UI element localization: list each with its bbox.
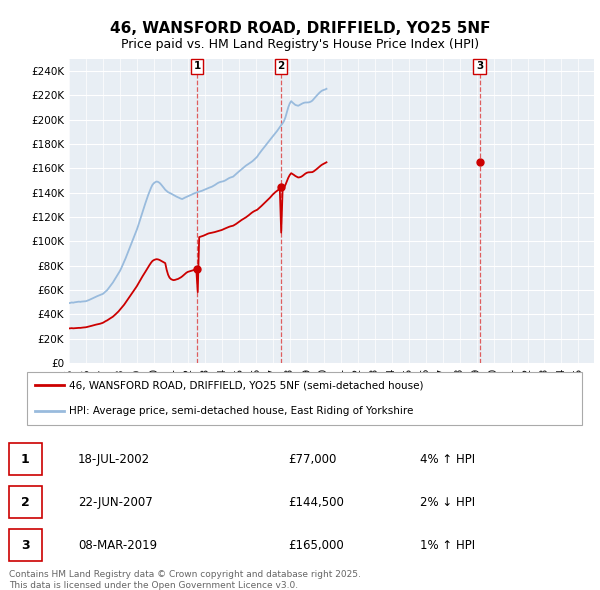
Text: 4% ↑ HPI: 4% ↑ HPI xyxy=(420,453,475,466)
FancyBboxPatch shape xyxy=(9,444,42,476)
Text: 46, WANSFORD ROAD, DRIFFIELD, YO25 5NF (semi-detached house): 46, WANSFORD ROAD, DRIFFIELD, YO25 5NF (… xyxy=(69,381,424,390)
Text: Price paid vs. HM Land Registry's House Price Index (HPI): Price paid vs. HM Land Registry's House … xyxy=(121,38,479,51)
Text: £144,500: £144,500 xyxy=(288,496,344,509)
Text: 2: 2 xyxy=(21,496,29,509)
Text: 08-MAR-2019: 08-MAR-2019 xyxy=(78,539,157,552)
Text: 3: 3 xyxy=(21,539,29,552)
Text: Contains HM Land Registry data © Crown copyright and database right 2025.: Contains HM Land Registry data © Crown c… xyxy=(9,569,361,579)
Text: HPI: Average price, semi-detached house, East Riding of Yorkshire: HPI: Average price, semi-detached house,… xyxy=(69,407,413,416)
FancyBboxPatch shape xyxy=(9,529,42,561)
Text: £77,000: £77,000 xyxy=(288,453,337,466)
Text: 18-JUL-2002: 18-JUL-2002 xyxy=(78,453,150,466)
Text: 1% ↑ HPI: 1% ↑ HPI xyxy=(420,539,475,552)
FancyBboxPatch shape xyxy=(9,486,42,518)
Text: 1: 1 xyxy=(193,61,201,71)
Text: 46, WANSFORD ROAD, DRIFFIELD, YO25 5NF: 46, WANSFORD ROAD, DRIFFIELD, YO25 5NF xyxy=(110,21,490,35)
Text: £165,000: £165,000 xyxy=(288,539,344,552)
Text: 2: 2 xyxy=(277,61,284,71)
Text: 1: 1 xyxy=(21,453,29,466)
Text: This data is licensed under the Open Government Licence v3.0.: This data is licensed under the Open Gov… xyxy=(9,581,298,590)
Text: 3: 3 xyxy=(476,61,483,71)
Text: 2% ↓ HPI: 2% ↓ HPI xyxy=(420,496,475,509)
Text: 22-JUN-2007: 22-JUN-2007 xyxy=(78,496,153,509)
FancyBboxPatch shape xyxy=(26,372,583,425)
